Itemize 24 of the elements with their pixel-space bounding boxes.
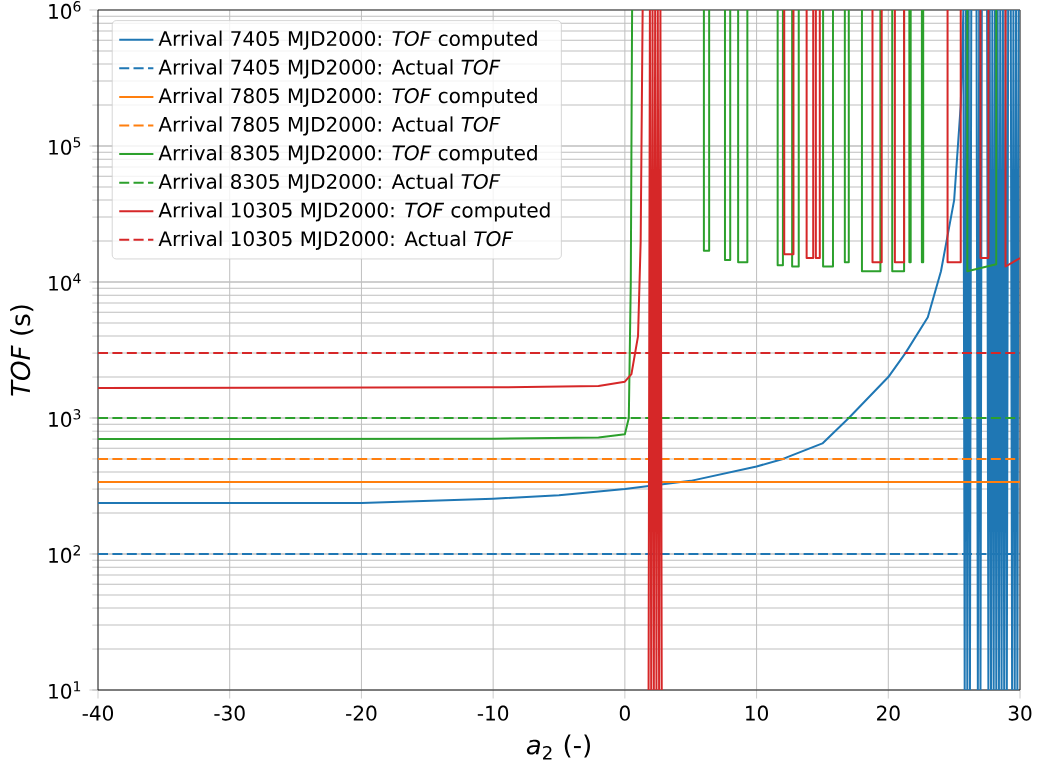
legend-label: Arrival 7805 MJD2000: Actual TOF	[158, 116, 501, 136]
y-tick-label: 10$^{2}$	[49, 545, 80, 563]
y-tick-label: 10$^{5}$	[49, 137, 81, 155]
legend-label: Arrival 7405 MJD2000: TOF computed	[158, 30, 537, 50]
y-axis-title: TOF (s)	[10, 305, 34, 396]
x-tick-label: 10	[746, 705, 768, 721]
x-tick-label: -10	[477, 705, 509, 721]
legend-label: Arrival 10305 MJD2000: Actual TOF	[158, 230, 514, 250]
x-tick-label: 0	[619, 705, 630, 721]
x-tick-label: -30	[214, 705, 245, 721]
x-tick-label: 30	[1008, 705, 1032, 721]
legend-label: Arrival 10305 MJD2000: TOF computed	[158, 202, 550, 222]
y-tick-label: 10$^{6}$	[49, 1, 81, 19]
x-tick-label: 20	[877, 705, 900, 721]
legend-label: Arrival 8305 MJD2000: Actual TOF	[158, 173, 501, 193]
legend-label: Arrival 7805 MJD2000: TOF computed	[158, 87, 537, 108]
x-axis-title: a$_{2}$ (-)	[526, 734, 590, 760]
y-tick-label: 10$^{1}$	[49, 681, 81, 699]
y-tick-label: 10$^{4}$	[49, 273, 81, 291]
legend-label: Arrival 7405 MJD2000: Actual TOF	[158, 59, 501, 79]
x-tick-label: -40	[82, 705, 114, 721]
legend-label: Arrival 8305 MJD2000: TOF computed	[158, 144, 537, 165]
x-tick-label: -20	[346, 705, 377, 721]
y-tick-label: 10$^{3}$	[49, 409, 81, 427]
